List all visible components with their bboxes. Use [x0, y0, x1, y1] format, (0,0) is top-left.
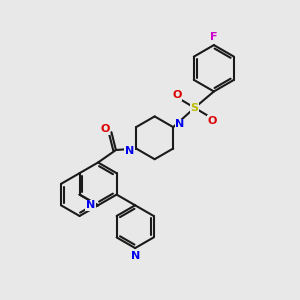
Text: N: N [86, 200, 95, 210]
Text: N: N [175, 119, 184, 129]
Text: S: S [190, 103, 199, 113]
Text: N: N [125, 146, 134, 157]
Text: N: N [131, 250, 140, 260]
Text: F: F [210, 32, 218, 42]
Text: O: O [100, 124, 110, 134]
Text: O: O [208, 116, 217, 126]
Text: O: O [172, 90, 182, 100]
